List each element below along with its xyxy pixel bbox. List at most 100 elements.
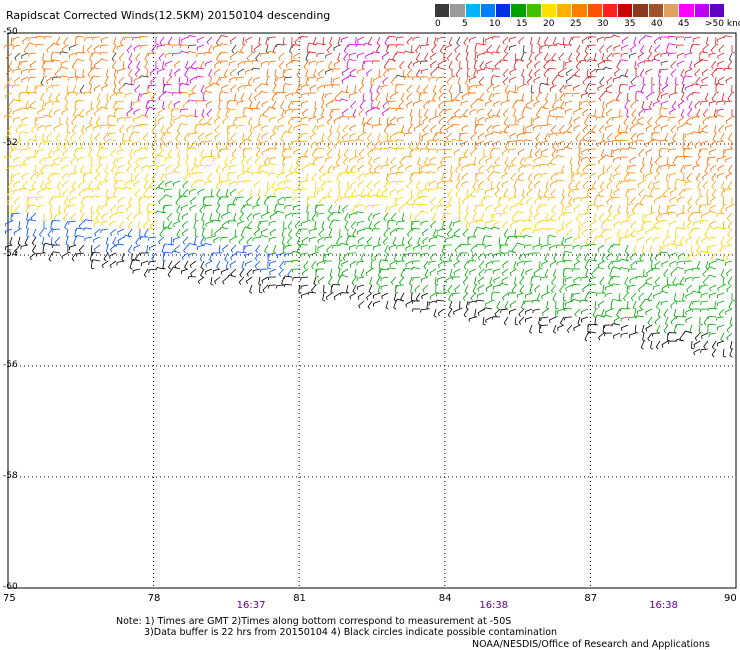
wind-barb [454, 108, 461, 117]
wind-barb [724, 124, 733, 131]
wind-barb [524, 252, 533, 258]
wind-barb [452, 220, 461, 226]
wind-barb [507, 250, 517, 254]
wind-barb [287, 116, 293, 126]
wind-barb [419, 195, 429, 200]
wind-barb [509, 68, 517, 76]
wind-barb [462, 196, 469, 205]
wind-barb [485, 284, 493, 292]
wind-barb [198, 116, 205, 126]
wind-barb [602, 100, 606, 110]
wind-barb [155, 210, 165, 214]
wind-barb [492, 268, 501, 275]
wind-barb [347, 195, 357, 200]
wind-barb [139, 75, 149, 79]
wind-barb [561, 236, 565, 246]
wind-barb [617, 204, 621, 214]
wind-barb [181, 204, 189, 211]
wind-barb [99, 156, 109, 161]
wind-barb [161, 60, 166, 70]
wind-barb [648, 100, 653, 110]
wind-barb [97, 180, 101, 190]
wind-barb [72, 84, 77, 94]
wind-barb [701, 124, 709, 132]
wind-barb [515, 99, 525, 103]
wind-barb [365, 268, 373, 276]
wind-barb [478, 76, 485, 85]
wind-barb [416, 68, 421, 78]
wind-barb [160, 172, 165, 182]
wind-barb [724, 244, 733, 250]
wind-barb [489, 276, 493, 286]
wind-barb [7, 188, 13, 198]
wind-barb [406, 100, 413, 109]
wind-barb [424, 108, 429, 118]
wind-barb [584, 260, 589, 270]
wind-barb [403, 202, 413, 207]
wind-barb [396, 196, 405, 202]
wind-barb [705, 260, 709, 270]
wind-barb [437, 308, 445, 317]
wind-barb [572, 244, 581, 250]
wind-barb [225, 140, 229, 150]
wind-barb [595, 266, 605, 271]
wind-barb [430, 124, 437, 133]
wind-barb [300, 220, 309, 227]
wind-barb [276, 252, 285, 259]
wind-barb [427, 170, 437, 175]
wind-barb [730, 140, 734, 150]
wind-barb [184, 172, 189, 182]
wind-barb [606, 164, 613, 173]
wind-barb [172, 52, 181, 57]
wind-barb [7, 100, 13, 110]
wind-barb [333, 116, 341, 124]
wind-barb [685, 292, 693, 300]
wind-barb [515, 242, 525, 246]
wind-barb [229, 68, 237, 77]
wind-barb [52, 172, 61, 177]
wind-barb [104, 164, 109, 174]
wind-barb [285, 172, 293, 180]
wind-barb [246, 268, 253, 277]
wind-barb [317, 84, 325, 92]
wind-barb [705, 188, 709, 198]
wind-barb [555, 172, 564, 177]
wind-barb [398, 100, 405, 109]
wind-barb [182, 180, 189, 189]
wind-barb [51, 196, 61, 200]
wind-barb [220, 180, 229, 186]
wind-barb [575, 180, 581, 190]
wind-barb [675, 315, 685, 320]
wind-barb [637, 60, 645, 68]
wind-barb [151, 44, 157, 54]
wind-barb [605, 236, 613, 243]
wind-barb [254, 84, 261, 93]
wind-barb [368, 220, 373, 230]
wind-barb [371, 100, 375, 110]
wind-barb [695, 172, 701, 182]
wind-barb [155, 60, 159, 70]
wind-barb [199, 156, 205, 166]
wind-barb [135, 156, 141, 166]
wind-barb [670, 60, 677, 69]
wind-barb [105, 188, 109, 198]
wind-barb [716, 140, 725, 146]
wind-barb [177, 212, 181, 222]
wind-barb [524, 316, 533, 323]
wind-barb [461, 92, 469, 100]
wind-barb [162, 100, 166, 110]
wind-barb [122, 60, 127, 70]
wind-barb [36, 84, 45, 90]
wind-barb [503, 188, 509, 198]
wind-barb [616, 308, 621, 318]
wind-barb [600, 228, 605, 238]
wind-barb [167, 100, 173, 110]
wind-barb [470, 292, 477, 301]
wind-barb [275, 210, 285, 214]
wind-barb [575, 132, 581, 142]
wind-barb [667, 180, 671, 190]
wind-barb [38, 228, 45, 238]
wind-barb [363, 60, 373, 65]
wind-barb [611, 266, 621, 270]
wind-barb [12, 164, 21, 170]
